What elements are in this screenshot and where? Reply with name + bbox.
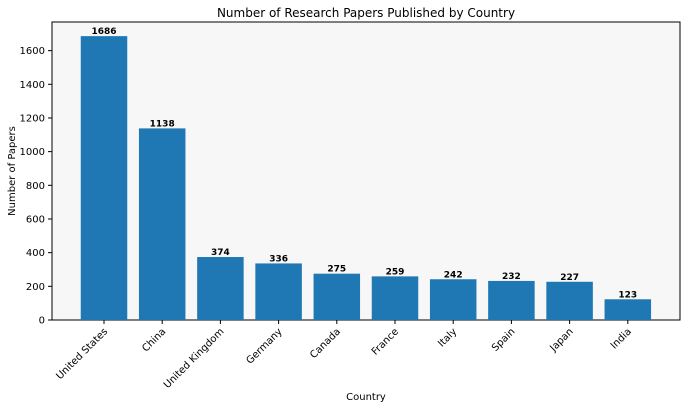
- data-label: 374: [211, 248, 230, 258]
- bar-italy: [429, 279, 477, 320]
- y-tick-label: 200: [26, 282, 45, 293]
- y-tick-label: 1400: [20, 80, 45, 91]
- data-label: 123: [618, 290, 637, 300]
- x-axis-label: Country: [346, 392, 386, 403]
- data-label: 1686: [91, 27, 116, 37]
- bar-china: [138, 128, 186, 320]
- x-tick-label: France: [370, 326, 401, 357]
- x-tick-label: Spain: [490, 326, 518, 354]
- x-tick-label: Italy: [436, 326, 459, 349]
- y-tick-label: 1200: [20, 113, 45, 124]
- x-tick-label: Germany: [244, 326, 284, 366]
- bar-united-states: [80, 36, 128, 320]
- x-tick-label: Canada: [308, 326, 343, 361]
- y-tick-label: 0: [39, 316, 45, 327]
- data-label: 227: [560, 273, 579, 283]
- y-tick-label: 400: [26, 248, 45, 259]
- x-tick-label: United Kingdom: [162, 326, 227, 391]
- bars-group: 1686 1138 374 336 275 259 242 232 227 123: [80, 27, 652, 320]
- bar-india: [604, 299, 652, 320]
- bar-spain: [488, 280, 535, 320]
- bar-germany: [255, 263, 302, 320]
- data-label: 1138: [150, 119, 175, 129]
- bar-france: [371, 276, 419, 320]
- data-label: 232: [502, 272, 521, 282]
- bar-canada: [313, 273, 361, 320]
- y-tick-label: 1000: [20, 147, 45, 158]
- y-tick-label: 600: [26, 214, 45, 225]
- y-axis: 0 200 400 600 800 1000 1200 1400 1600: [20, 46, 52, 327]
- y-tick-label: 1600: [20, 46, 45, 57]
- chart-title: Number of Research Papers Published by C…: [217, 6, 515, 20]
- data-label: 336: [269, 254, 288, 264]
- y-tick-label: 800: [26, 181, 45, 192]
- data-label: 242: [444, 270, 463, 280]
- data-label: 275: [327, 265, 346, 275]
- x-tick-label: United States: [54, 326, 110, 382]
- data-label: 259: [386, 267, 405, 277]
- y-axis-label: Number of Papers: [7, 126, 18, 216]
- x-tick-label: China: [140, 326, 168, 354]
- x-tick-label: India: [609, 326, 634, 351]
- bar-united-kingdom: [197, 257, 244, 320]
- x-tick-label: Japan: [548, 326, 576, 354]
- bar-japan: [546, 281, 593, 320]
